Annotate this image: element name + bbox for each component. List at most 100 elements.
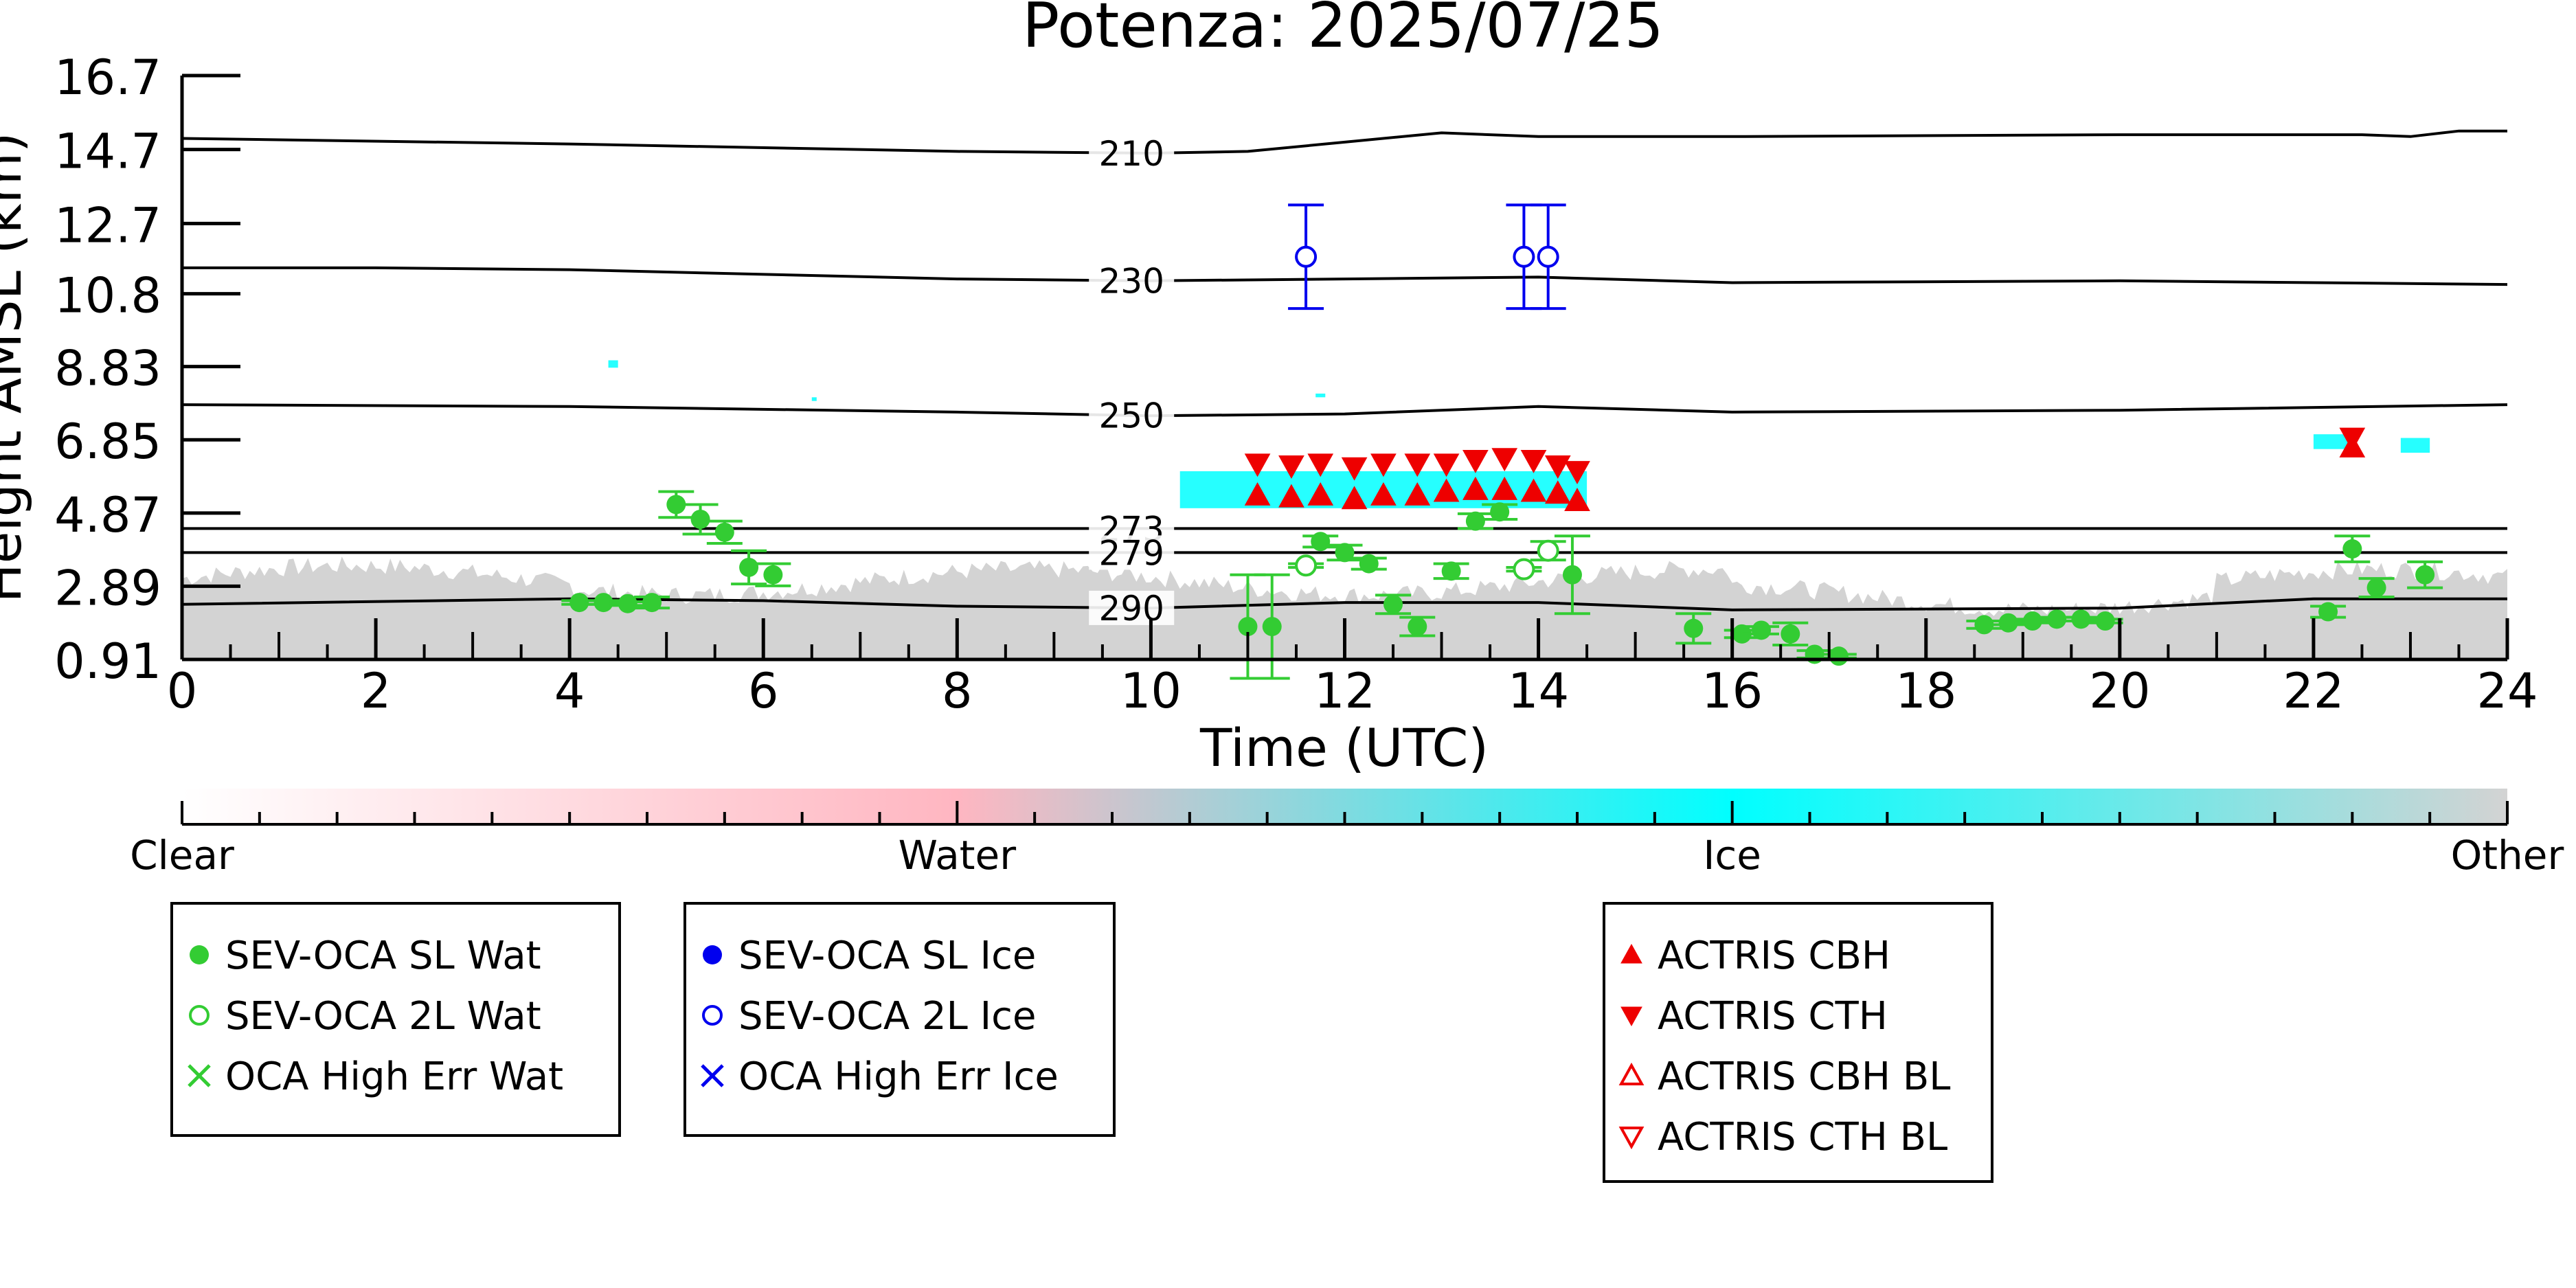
data-point	[2022, 611, 2042, 631]
y-axis-label: Height AMSL (km)	[0, 132, 33, 602]
legend-entry: OCA High Err Wat	[188, 1054, 563, 1099]
contour-label-bg	[1089, 398, 1175, 433]
data-point	[1537, 539, 1559, 562]
x-tick-label: 2	[361, 663, 392, 719]
legend-label: SEV-OCA 2L Wat	[225, 994, 541, 1039]
data-point	[1974, 615, 1994, 635]
data-point	[1564, 461, 1590, 485]
data-point	[1278, 455, 1304, 479]
legend-label: ACTRIS CBH	[1658, 934, 1890, 978]
data-point	[1732, 624, 1752, 644]
x-axis-label: Time (UTC)	[1199, 717, 1489, 778]
legend-entry: ACTRIS CBH	[1620, 934, 1890, 978]
contour-label-230: 230	[1098, 261, 1164, 301]
data-point	[1441, 561, 1461, 581]
legend-marker-triangle	[1618, 1127, 1645, 1150]
y-tick-label: 10.8	[54, 268, 161, 324]
plot-area: 2102302502732792900.912.894.876.858.8310…	[54, 49, 2538, 719]
x-tick-label: 6	[748, 663, 779, 719]
contour-label-bg	[1089, 135, 1175, 170]
data-point	[1490, 502, 1510, 522]
x-tick-label: 24	[2476, 663, 2538, 719]
data-point	[1491, 448, 1518, 472]
legend-marker-open-circle	[702, 1005, 723, 1026]
legend-entry: OCA High Err Ice	[701, 1054, 1059, 1099]
data-point	[1341, 457, 1368, 481]
ice-region-5	[2400, 438, 2430, 453]
ice-region-1	[811, 397, 817, 401]
temperature-contour-290	[182, 597, 2507, 611]
x-tick-label: 0	[167, 663, 198, 719]
data-point	[1513, 245, 1535, 268]
legend-marker-triangle	[1618, 1062, 1645, 1085]
temperature-contour-230	[182, 266, 2507, 286]
data-point	[1404, 453, 1431, 477]
data-point	[1564, 488, 1590, 511]
x-tick-label: 14	[1508, 663, 1569, 719]
data-point	[1781, 624, 1800, 644]
data-point	[1408, 617, 1427, 637]
data-point	[1829, 646, 1849, 666]
x-tick-label: 20	[2089, 663, 2150, 719]
ice-region-0	[608, 360, 618, 368]
data-point	[1335, 543, 1355, 563]
legend-marker-x	[701, 1064, 724, 1087]
colorbar-label-clear: Clear	[130, 832, 234, 879]
data-point	[1537, 245, 1559, 268]
data-point	[1433, 453, 1460, 477]
data-point	[763, 565, 783, 585]
data-point	[2342, 539, 2362, 559]
data-point	[1544, 480, 1571, 504]
data-point	[2318, 602, 2338, 622]
data-point	[2339, 427, 2366, 451]
x-tick-label: 16	[1702, 663, 1763, 719]
legend-entry: ACTRIS CBH BL	[1618, 1054, 1950, 1099]
data-point	[666, 495, 686, 515]
x-tick-label: 22	[2283, 663, 2344, 719]
data-point	[1244, 453, 1271, 477]
x-stroke	[701, 1064, 724, 1087]
series-actris-cth	[1244, 427, 2366, 485]
temperature-contour-210	[182, 129, 2507, 155]
ice-region-2	[1315, 393, 1326, 398]
series-sev-oca-2l-wat	[1288, 539, 1566, 580]
data-point	[618, 594, 637, 613]
data-point	[739, 557, 759, 577]
data-point	[714, 522, 734, 542]
x-tick-label: 18	[1895, 663, 1956, 719]
data-point	[642, 593, 662, 613]
contour-label-210: 210	[1098, 134, 1164, 174]
colorbar-label-ice: Ice	[1703, 832, 1761, 879]
contour-label-bg	[1089, 535, 1175, 570]
data-point	[1544, 455, 1571, 479]
legend-label: OCA High Err Ice	[738, 1054, 1059, 1099]
y-tick-label: 14.7	[54, 124, 161, 180]
contour-label-250: 250	[1098, 396, 1164, 436]
legend-box	[1603, 902, 1993, 1183]
data-point	[1278, 484, 1304, 508]
data-point	[2366, 578, 2386, 598]
legend-label: ACTRIS CTH BL	[1658, 1115, 1947, 1160]
series-sev-oca-2l-ice	[1288, 203, 1566, 310]
data-point	[690, 509, 710, 529]
data-point	[569, 593, 589, 613]
legend-marker-triangle	[1620, 943, 1642, 964]
legend-label: SEV-OCA SL Ice	[738, 934, 1036, 978]
legends: SEV-OCA SL Wat SEV-OCA 2L Wat OCA High Err…	[170, 902, 1993, 1183]
legend-box	[170, 902, 621, 1137]
data-point	[1295, 554, 1318, 577]
legend-2: SEV-OCA SL Ice SEV-OCA 2L Ice OCA High Err…	[683, 902, 1116, 1137]
colorbar: Clear Water Ice Other	[130, 789, 2564, 879]
data-point	[1462, 476, 1489, 500]
legend-entry: ACTRIS CTH	[1620, 994, 1888, 1039]
data-point	[1383, 594, 1403, 614]
data-point	[2095, 611, 2115, 631]
y-tick-label: 6.85	[54, 414, 161, 470]
x-stroke	[188, 1064, 211, 1087]
data-point	[1370, 453, 1397, 477]
contour-label-bg	[1089, 590, 1175, 625]
x-tick-label: 8	[942, 663, 973, 719]
data-point	[1404, 482, 1431, 506]
data-point	[594, 593, 613, 613]
